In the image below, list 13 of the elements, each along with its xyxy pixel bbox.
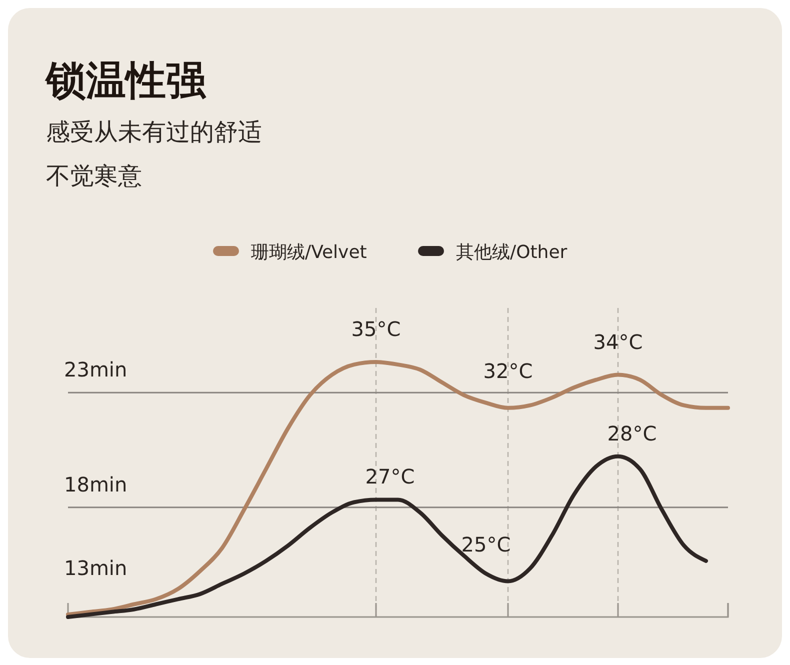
annotation: 25°C	[461, 532, 511, 556]
annotation: 27°C	[365, 464, 415, 489]
annotation: 35°C	[351, 317, 401, 341]
ref-line-label: 23min	[64, 358, 128, 382]
annotation: 34°C	[593, 330, 643, 354]
annotation: 28°C	[607, 421, 657, 446]
annotation: 32°C	[483, 358, 533, 383]
legend-label: 其他绒/Other	[456, 242, 568, 263]
ref-line-label: 18min	[64, 472, 128, 496]
legend-label: 珊瑚绒/Velvet	[251, 242, 367, 263]
chart-title: 锁温性强	[44, 58, 207, 104]
chart-subtitle: 感受从未有过的舒适不觉寒意	[46, 118, 262, 190]
annotation: 13min	[64, 556, 128, 580]
